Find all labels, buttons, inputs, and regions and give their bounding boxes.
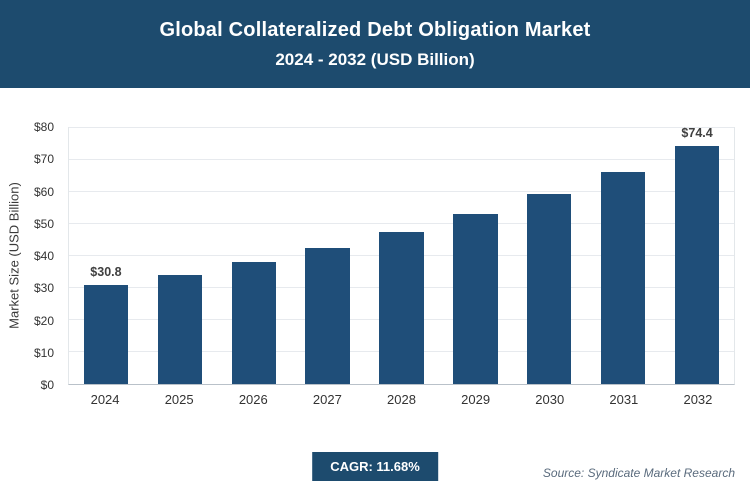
gridline (69, 223, 734, 224)
xaxis-label-2029: 2029 (461, 392, 491, 407)
xaxis-label-2032: 2032 (683, 392, 713, 407)
yaxis-tick-label: $80 (33, 120, 54, 134)
xaxis-labels: 2024 2025 2026 2027 2028 2029 2030 2031 2032 (68, 392, 735, 407)
bar-slot (586, 128, 660, 384)
bar-slot (291, 128, 365, 384)
yaxis-ticks: $0 $10 $20 $30 $40 $50 $60 $70 $80 (0, 120, 62, 392)
bar-2028 (379, 232, 424, 384)
xaxis-label-2027: 2027 (312, 392, 342, 407)
bar-2031 (601, 172, 646, 384)
xaxis-label-2028: 2028 (387, 392, 416, 407)
yaxis-tick-label: $20 (33, 313, 54, 328)
bar-2027 (305, 248, 350, 384)
bar-2025 (157, 274, 202, 384)
chart-title: Global Collateralized Debt Obligation Ma… (159, 18, 591, 41)
plot-area: $30.8 $74.4 (68, 126, 735, 385)
xaxis-label-2026: 2026 (238, 392, 268, 407)
bar-2030 (527, 193, 572, 384)
bars-row: $30.8 $74.4 (69, 126, 734, 384)
yaxis-tick-label: $40 (33, 249, 54, 263)
bar-slot (438, 128, 512, 384)
bar-2026 (231, 262, 276, 384)
yaxis-tick-label: $50 (33, 216, 54, 231)
yaxis-tick-label: $10 (33, 345, 54, 360)
bar-value-label: $30.8 (90, 265, 122, 280)
gridline (69, 159, 734, 160)
cagr-badge: CAGR: 11.68% (312, 452, 438, 481)
bar-slot (365, 128, 439, 384)
yaxis-tick-label: $70 (33, 152, 54, 167)
yaxis-tick-label: $30 (33, 281, 54, 296)
bar-slot (143, 128, 217, 384)
gridline (69, 127, 734, 128)
bar-2029 (453, 214, 498, 384)
bar-slot (217, 128, 291, 384)
bar-slot: $74.4 (660, 126, 734, 384)
bar-value-label: $74.4 (681, 125, 713, 140)
bar-slot (512, 128, 586, 384)
gridline (69, 191, 734, 192)
xaxis-label-2030: 2030 (535, 392, 565, 407)
yaxis-tick-label: $0 (40, 378, 54, 392)
yaxis-tick-label: $60 (33, 184, 54, 199)
chart-header: Global Collateralized Debt Obligation Ma… (0, 0, 750, 88)
source-note: Source: Syndicate Market Research (542, 466, 735, 480)
chart-subtitle: 2024 - 2032 (USD Billion) (275, 49, 475, 69)
xaxis-label-2031: 2031 (609, 392, 639, 407)
xaxis-label-2025: 2025 (164, 392, 194, 407)
bar-slot: $30.8 (69, 128, 143, 384)
bar-2024: $30.8 (83, 265, 129, 384)
xaxis-label-2024: 2024 (90, 392, 120, 407)
bar-2032: $74.4 (674, 126, 720, 384)
